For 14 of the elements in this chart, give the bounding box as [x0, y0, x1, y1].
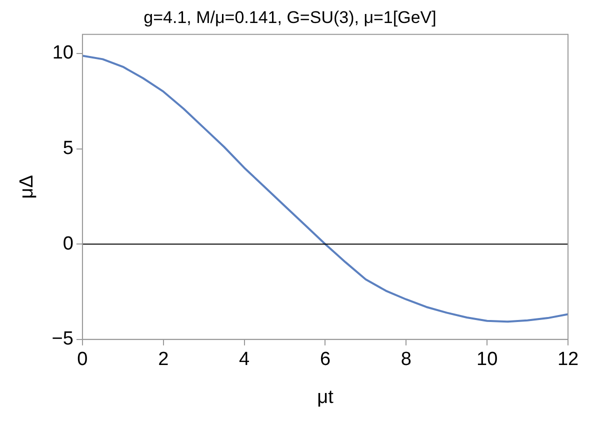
x-tick-label: 4: [239, 349, 250, 370]
y-tick-label: 5: [62, 138, 74, 160]
y-tick-label: 0: [62, 233, 74, 254]
y-tick-label: −5: [52, 328, 74, 350]
y-tick-label: 10: [52, 42, 74, 64]
x-tick-label: 8: [400, 349, 412, 370]
y-axis-title: μΔ: [16, 174, 38, 199]
x-axis-title: μt: [317, 386, 334, 408]
x-tick-label: 6: [320, 349, 331, 370]
x-tick-label: 10: [476, 349, 498, 370]
chart-title: g=4.1, M/μ=0.141, G=SU(3), μ=1[GeV]: [144, 8, 436, 27]
x-tick-label: 12: [557, 349, 579, 370]
x-tick-label: 2: [158, 349, 169, 370]
x-tick-label: 0: [77, 349, 88, 370]
